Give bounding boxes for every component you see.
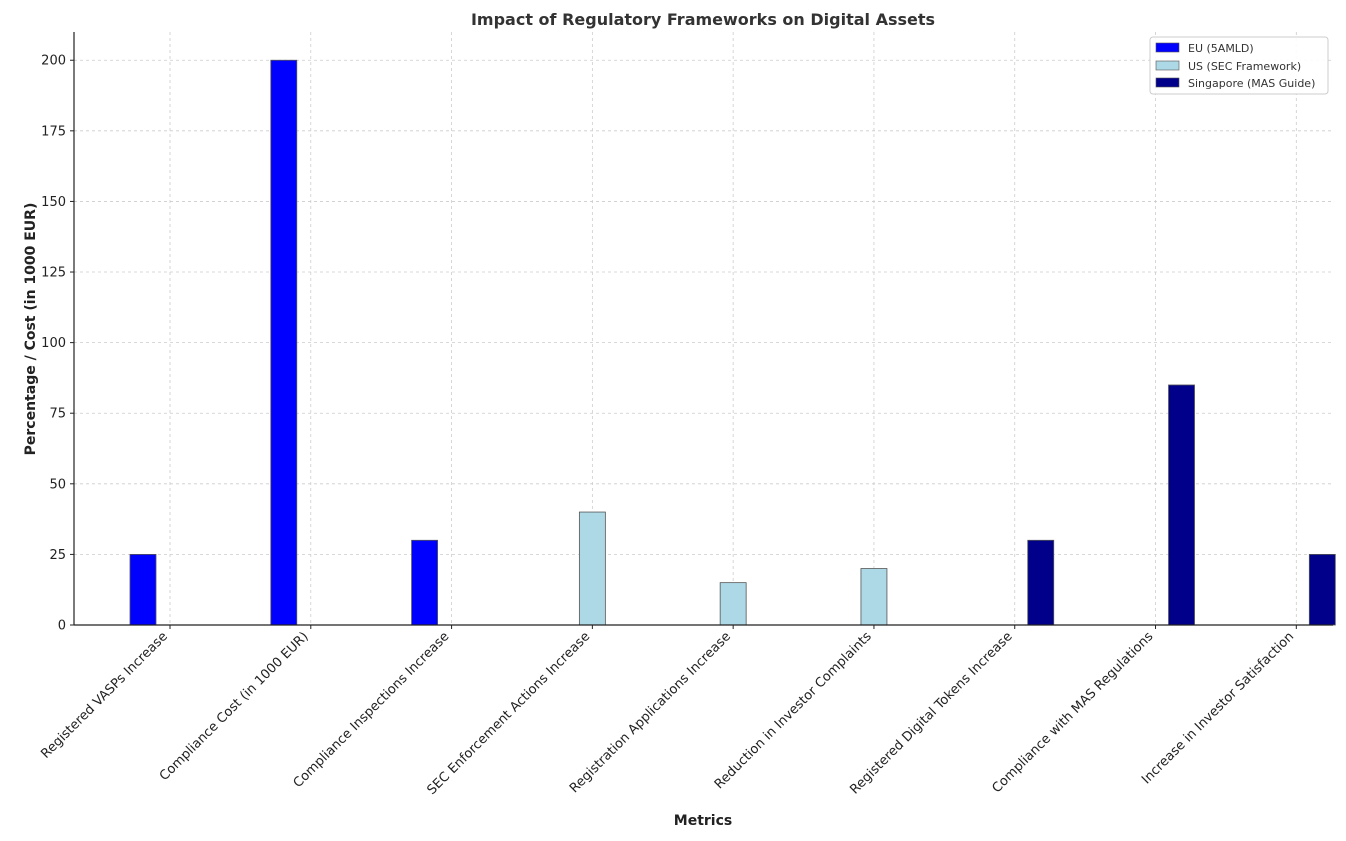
y-tick-label: 50 xyxy=(49,477,66,492)
legend-label: Singapore (MAS Guide) xyxy=(1188,77,1315,90)
legend: EU (5AMLD) US (SEC Framework) Singapore … xyxy=(1149,36,1329,95)
chart-title: Impact of Regulatory Frameworks on Digit… xyxy=(471,10,935,29)
y-tick-label: 125 xyxy=(41,266,66,281)
y-tick-label: 75 xyxy=(49,407,66,422)
bar xyxy=(270,59,298,626)
x-tick-label: Increase in Investor Satisfaction xyxy=(1139,629,1297,787)
legend-swatch xyxy=(1155,60,1180,71)
y-tick-label: 0 xyxy=(58,619,66,634)
legend-label: EU (5AMLD) xyxy=(1188,42,1254,55)
legend-entry: US (SEC Framework) xyxy=(1155,60,1301,73)
bar xyxy=(578,511,606,626)
legend-label: US (SEC Framework) xyxy=(1188,60,1301,73)
bar xyxy=(411,539,438,626)
x-tick-label: Registration Applications Increase xyxy=(567,629,734,796)
x-tick-label: Compliance Inspections Increase xyxy=(291,629,453,791)
y-tick-label: 100 xyxy=(41,336,66,351)
x-tick-label: Registered Digital Tokens Increase xyxy=(847,629,1015,797)
y-tick-label: 25 xyxy=(49,548,66,563)
y-axis-label: Percentage / Cost (in 1000 EUR) xyxy=(23,203,39,456)
x-tick-label: Registered VASPs Increase xyxy=(38,629,170,761)
legend-entry: Singapore (MAS Guide) xyxy=(1155,77,1315,90)
grid xyxy=(74,32,1333,626)
x-tick-label: SEC Enforcement Actions Increase xyxy=(424,629,593,798)
legend-entry: EU (5AMLD) xyxy=(1155,42,1254,55)
x-axis-label: Metrics xyxy=(674,813,732,829)
x-tick-label: Reduction in Investor Complaints xyxy=(712,629,875,792)
y-tick-label: 200 xyxy=(41,54,66,69)
x-tick-label: Compliance with MAS Regulations xyxy=(989,629,1156,796)
y-tick-labels: 0 25 50 75 100 125 150 175 200 xyxy=(41,54,66,634)
bar xyxy=(1308,554,1336,626)
bar xyxy=(719,582,747,626)
x-tick-label: Compliance Cost (in 1000 EUR) xyxy=(157,629,312,784)
y-tick-label: 150 xyxy=(41,195,66,210)
axes xyxy=(70,32,1333,629)
bar xyxy=(1027,539,1055,626)
bars xyxy=(129,59,1336,626)
y-tick-label: 175 xyxy=(41,124,66,139)
legend-swatch xyxy=(1155,77,1180,88)
legend-swatch xyxy=(1155,42,1180,53)
legend-box xyxy=(1149,36,1329,95)
bar xyxy=(1168,384,1195,626)
bar xyxy=(860,568,888,626)
bar xyxy=(129,554,157,626)
